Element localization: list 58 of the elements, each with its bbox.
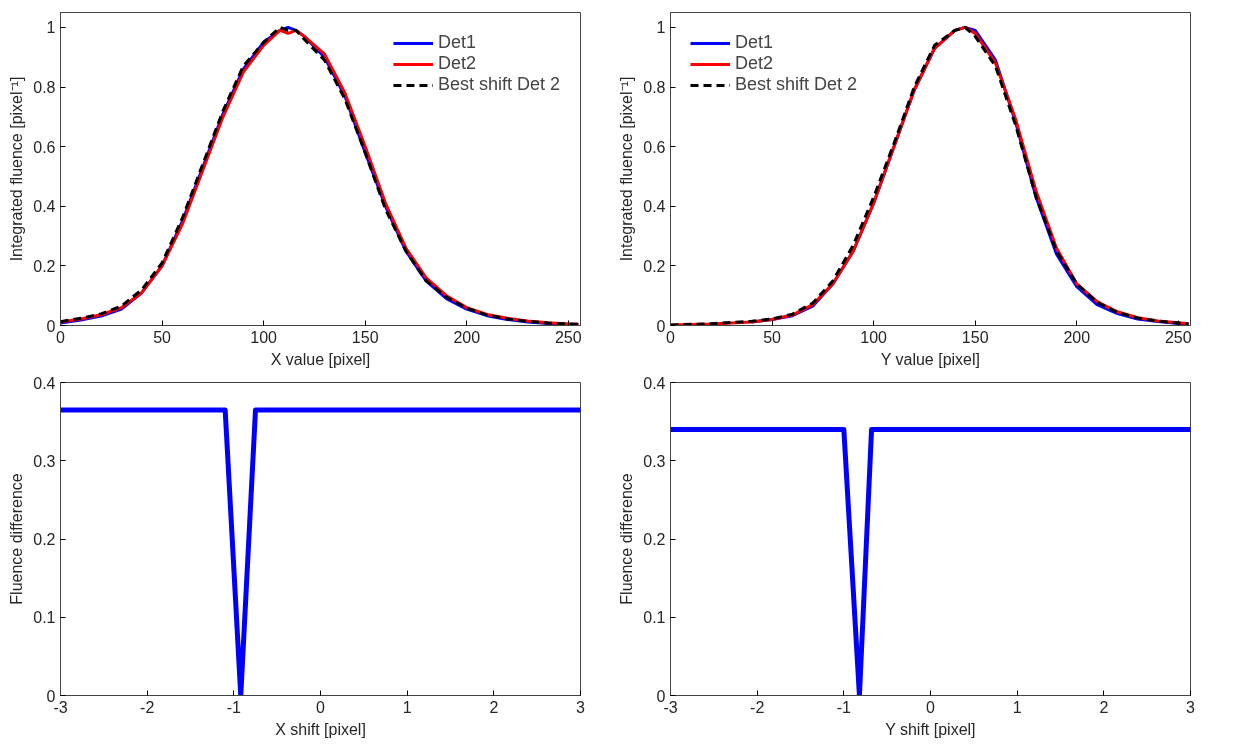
y-tick-label: 0.3 <box>643 452 666 470</box>
x-tick-label: 250 <box>554 328 582 346</box>
y-tick-label: 0.8 <box>33 79 56 97</box>
x-tick-label: -2 <box>140 698 155 716</box>
x-tick-label: 50 <box>763 328 782 346</box>
legend-label: Det1 <box>437 32 476 53</box>
legend-label: Best shift Det 2 <box>735 74 858 95</box>
y-tick-label: 0 <box>46 317 56 335</box>
y-axis-title: Fluence difference <box>8 473 26 605</box>
y-tick-label: 0.2 <box>643 531 666 548</box>
x-tick-label: 200 <box>1063 328 1091 346</box>
x-axis-title: Y shift [pixel] <box>885 720 976 738</box>
x-axis-title: X value [pixel] <box>270 350 371 368</box>
y-tick-label: 0.4 <box>33 198 56 216</box>
x-tick-label: 3 <box>1186 698 1196 716</box>
x-tick-label: 1 <box>402 698 412 716</box>
y-axis-title: Integrated fluence [pixel⁻¹] <box>618 76 636 262</box>
x-tick-label: 2 <box>1099 698 1109 716</box>
x-tick-label: 0 <box>926 698 936 716</box>
x-tick-label: 150 <box>961 328 989 346</box>
y-axis-title: Fluence difference <box>618 473 636 605</box>
legend-label: Det2 <box>437 53 476 74</box>
x-tick-label: 1 <box>1012 698 1022 716</box>
y-tick-label: 0.6 <box>643 138 666 156</box>
x-tick-label: -2 <box>750 698 765 716</box>
y-tick-label: 0.4 <box>643 374 666 392</box>
y-tick-label: 0.4 <box>643 198 666 216</box>
x-tick-label: 200 <box>453 328 481 346</box>
x-tick-label: 250 <box>1164 328 1192 346</box>
y-tick-label: 0.8 <box>643 79 666 97</box>
y-tick-label: 0.2 <box>643 257 666 275</box>
x-axis-title: Y value [pixel] <box>880 350 981 368</box>
x-tick-label: 100 <box>860 328 888 346</box>
x-tick-label: 100 <box>250 328 278 346</box>
x-tick-label: 2 <box>489 698 499 716</box>
y-tick-label: 0.6 <box>33 138 56 156</box>
y-tick-label: 0.2 <box>33 257 56 275</box>
y-tick-label: 0 <box>656 317 666 335</box>
x-axis-title: X shift [pixel] <box>275 720 366 738</box>
legend-label: Det1 <box>735 32 774 53</box>
y-tick-label: 1 <box>656 19 666 37</box>
y-tick-label: 0.4 <box>33 374 56 392</box>
x-tick-label: -1 <box>226 698 242 716</box>
y-tick-label: 0.3 <box>33 452 56 470</box>
y-tick-label: 0 <box>656 687 666 705</box>
legend-label: Best shift Det 2 <box>437 74 560 95</box>
y-tick-label: 0.1 <box>33 609 56 627</box>
x-tick-label: 150 <box>351 328 379 346</box>
y-tick-label: 0 <box>46 687 56 705</box>
x-tick-label: -1 <box>836 698 852 716</box>
x-tick-label: 0 <box>316 698 326 716</box>
legend-label: Det2 <box>735 53 774 74</box>
x-tick-label: 50 <box>153 328 172 346</box>
x-tick-label: 3 <box>576 698 586 716</box>
y-axis-title: Integrated fluence [pixel⁻¹] <box>8 76 26 262</box>
y-tick-label: 0.1 <box>643 609 666 627</box>
y-tick-label: 0.2 <box>33 531 56 548</box>
y-tick-label: 1 <box>46 19 56 37</box>
